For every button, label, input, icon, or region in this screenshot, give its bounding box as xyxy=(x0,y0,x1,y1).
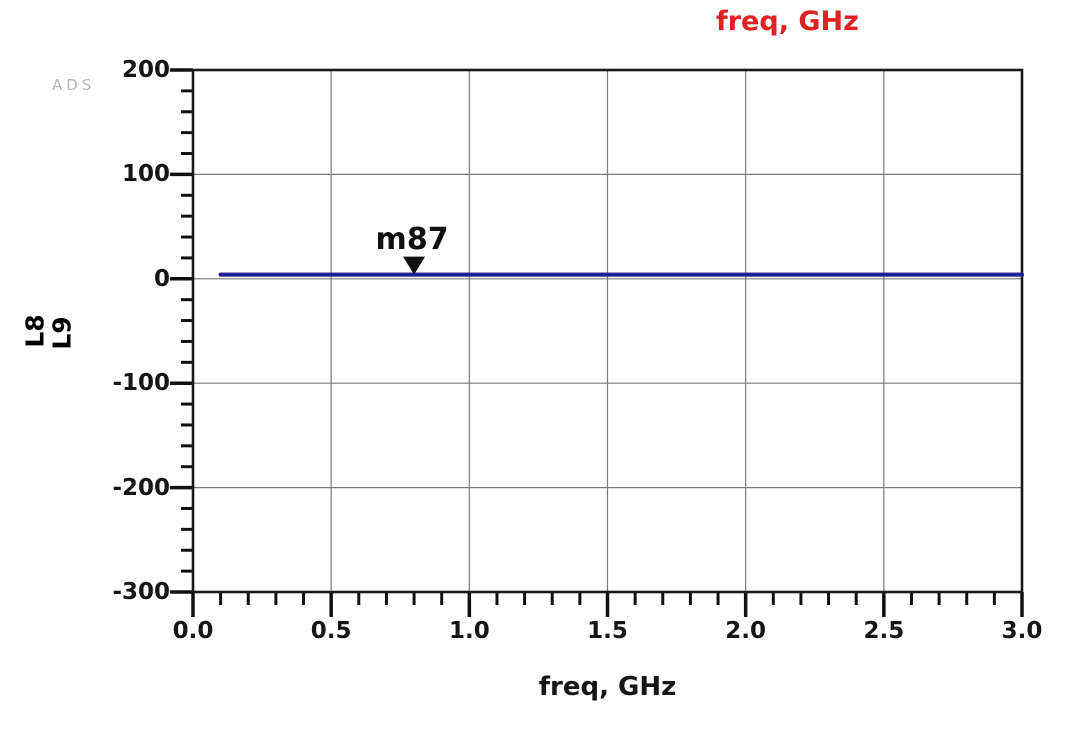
x-tick-label: 1.0 xyxy=(448,618,490,644)
plot-frame xyxy=(191,68,1024,594)
marker-m87-triangle[interactable] xyxy=(403,256,426,275)
y-tick-label: 100 xyxy=(121,161,170,188)
x-tick-label: 0.5 xyxy=(310,618,352,644)
y-tick-label: 200 xyxy=(121,57,170,83)
x-tick-label: 3.0 xyxy=(1001,618,1043,644)
y-tick-label: -200 xyxy=(112,474,170,501)
x-tick-label: 2.5 xyxy=(863,618,905,644)
y-tick-label: -100 xyxy=(112,370,170,397)
x-tick-label: 0.0 xyxy=(172,618,214,644)
x-axis-title: freq, GHz xyxy=(538,672,677,702)
marker-m87-label[interactable]: m87 xyxy=(375,221,449,257)
ads-watermark: ADS xyxy=(52,76,96,94)
x-tick-label: 2.0 xyxy=(725,618,767,644)
x-tick-label: 1.5 xyxy=(587,618,628,644)
y-tick-label: -300 xyxy=(112,579,170,605)
top-axis-title: freq, GHz xyxy=(716,6,859,37)
y-tick-label: 0 xyxy=(153,265,170,292)
